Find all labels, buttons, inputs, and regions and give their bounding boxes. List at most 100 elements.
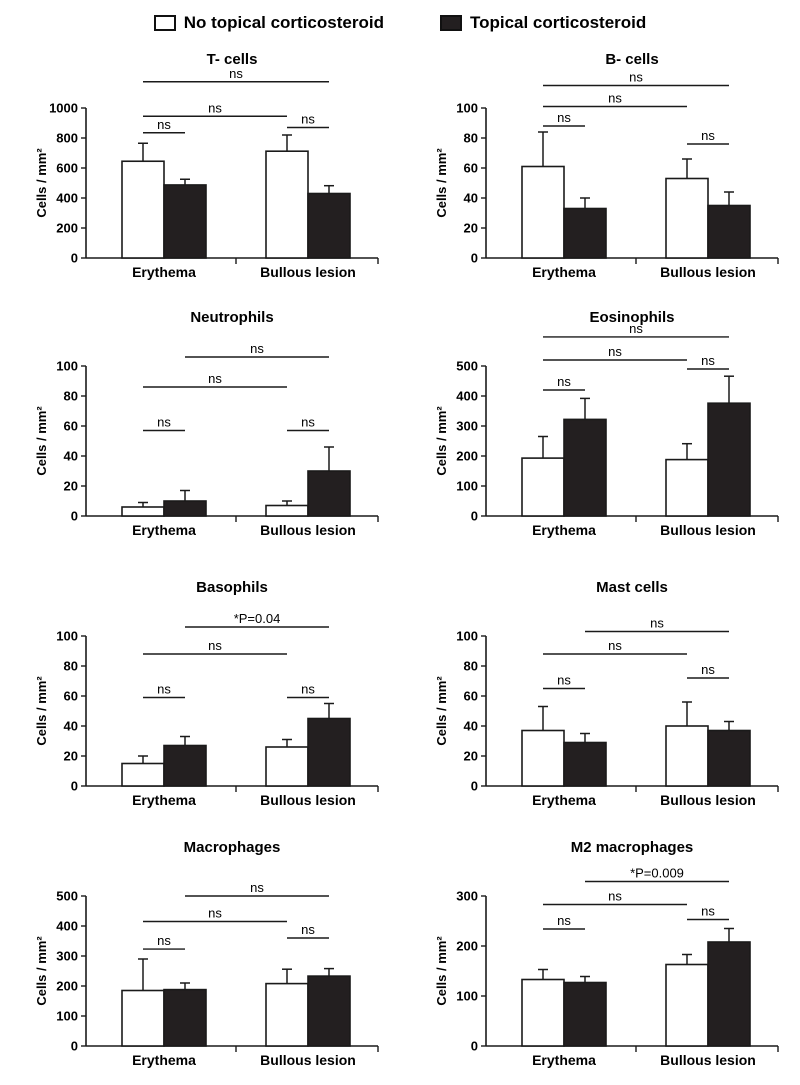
bar-corticosteroid xyxy=(307,470,351,517)
bar-corticosteroid xyxy=(163,500,207,517)
y-tick-label: 20 xyxy=(464,221,478,236)
bar-corticosteroid xyxy=(163,184,207,259)
legend-label: Topical corticosteroid xyxy=(469,13,647,32)
chart-title: Macrophages xyxy=(184,839,281,856)
bar-corticosteroid xyxy=(163,988,207,1047)
bar-corticosteroid xyxy=(163,744,207,787)
category-label: Erythema xyxy=(532,522,596,538)
y-tick-label: 20 xyxy=(64,479,78,494)
y-tick-label: 0 xyxy=(71,779,78,794)
bar-no-corticosteroid xyxy=(265,746,309,787)
chart-panel-neutrophils: Neutrophils Cells / mm² 0 20 40 60 80 100 Erythe… xyxy=(34,309,379,538)
significance-label: ns xyxy=(157,117,171,132)
significance-label: ns xyxy=(701,662,715,677)
bar-no-corticosteroid xyxy=(265,982,309,1047)
chart-panel-eosinophils: Eosinophils Cells / mm² 0 100 200 300 400 500 Er… xyxy=(434,309,779,538)
significance-label: ns xyxy=(557,110,571,125)
y-tick-label: 20 xyxy=(464,749,478,764)
significance-label: ns xyxy=(608,344,622,359)
y-tick-label: 60 xyxy=(464,689,478,704)
significance-label: ns xyxy=(650,616,664,631)
y-tick-label: 300 xyxy=(56,949,78,964)
chart-title: Basophils xyxy=(196,579,268,596)
legend-swatch-open xyxy=(153,15,176,31)
y-tick-label: 100 xyxy=(56,359,78,374)
y-axis-label: Cells / mm² xyxy=(34,406,49,476)
significance-label: ns xyxy=(208,906,222,921)
legend-item-corticosteroid: Topical corticosteroid xyxy=(439,13,647,33)
legend-swatch-filled xyxy=(439,15,462,31)
y-tick-label: 1000 xyxy=(49,101,78,116)
chart-panel-b-cells: B- cells Cells / mm² 0 20 40 60 80 100 Erythema B… xyxy=(434,51,779,280)
category-label: Bullous lesion xyxy=(260,1052,356,1068)
y-tick-label: 0 xyxy=(471,1039,478,1054)
y-tick-label: 0 xyxy=(471,251,478,266)
significance-label: ns xyxy=(608,91,622,106)
significance-label: ns xyxy=(301,922,315,937)
y-tick-label: 20 xyxy=(64,749,78,764)
chart-panel-t-cells: T- cells Cells / mm² 0 200 400 600 800 1000 Eryt… xyxy=(34,51,379,280)
legend-item-no-corticosteroid: No topical corticosteroid xyxy=(153,13,384,33)
y-axis-label: Cells / mm² xyxy=(34,676,49,746)
y-tick-label: 100 xyxy=(456,101,478,116)
chart-panel-mast-cells: Mast cells Cells / mm² 0 20 40 60 80 100 Erythem… xyxy=(434,579,779,808)
significance-label: *P=0.009 xyxy=(630,866,684,881)
bar-no-corticosteroid xyxy=(121,989,165,1047)
y-tick-label: 200 xyxy=(56,221,78,236)
bar-corticosteroid xyxy=(707,941,751,1047)
y-tick-label: 300 xyxy=(456,419,478,434)
category-label: Bullous lesion xyxy=(660,792,756,808)
y-axis-label: Cells / mm² xyxy=(434,676,449,746)
category-label: Bullous lesion xyxy=(660,1052,756,1068)
bar-corticosteroid xyxy=(307,192,351,259)
bar-no-corticosteroid xyxy=(121,762,165,787)
category-label: Erythema xyxy=(132,1052,196,1068)
legend: No topical corticosteroid Topical cortic… xyxy=(0,8,800,38)
significance-label: ns xyxy=(701,353,715,368)
bar-corticosteroid xyxy=(707,729,751,787)
significance-label: ns xyxy=(301,415,315,430)
y-tick-label: 400 xyxy=(456,389,478,404)
significance-label: ns xyxy=(701,128,715,143)
category-label: Bullous lesion xyxy=(660,522,756,538)
y-tick-label: 200 xyxy=(56,979,78,994)
significance-label: ns xyxy=(301,682,315,697)
chart-title: M2 macrophages xyxy=(571,839,694,856)
y-tick-label: 500 xyxy=(56,889,78,904)
significance-label: ns xyxy=(629,70,643,85)
y-tick-label: 100 xyxy=(56,1009,78,1024)
significance-label: ns xyxy=(557,374,571,389)
category-label: Bullous lesion xyxy=(660,264,756,280)
y-tick-label: 400 xyxy=(56,919,78,934)
y-tick-label: 100 xyxy=(456,989,478,1004)
significance-label: ns xyxy=(250,341,264,356)
bar-corticosteroid xyxy=(563,207,607,259)
y-tick-label: 100 xyxy=(56,629,78,644)
bar-no-corticosteroid xyxy=(665,963,709,1047)
legend-label: No topical corticosteroid xyxy=(183,13,384,32)
chart-title: Eosinophils xyxy=(589,309,674,326)
category-label: Bullous lesion xyxy=(260,792,356,808)
category-label: Erythema xyxy=(132,264,196,280)
significance-label: ns xyxy=(608,638,622,653)
y-tick-label: 100 xyxy=(456,479,478,494)
y-tick-label: 40 xyxy=(464,191,478,206)
bar-corticosteroid xyxy=(307,717,351,787)
y-tick-label: 60 xyxy=(64,419,78,434)
y-tick-label: 60 xyxy=(464,161,478,176)
significance-label: ns xyxy=(557,913,571,928)
chart-title: Mast cells xyxy=(596,579,668,596)
significance-label: ns xyxy=(557,673,571,688)
bar-no-corticosteroid xyxy=(521,978,565,1047)
chart-title: Neutrophils xyxy=(190,309,273,326)
significance-label: ns xyxy=(157,933,171,948)
bar-corticosteroid xyxy=(563,741,607,787)
category-label: Erythema xyxy=(532,264,596,280)
y-tick-label: 200 xyxy=(456,449,478,464)
chart-title: B- cells xyxy=(605,51,658,68)
significance-label: ns xyxy=(701,904,715,919)
bar-no-corticosteroid xyxy=(521,457,565,517)
significance-label: ns xyxy=(157,415,171,430)
y-tick-label: 400 xyxy=(56,191,78,206)
bar-corticosteroid xyxy=(307,975,351,1047)
